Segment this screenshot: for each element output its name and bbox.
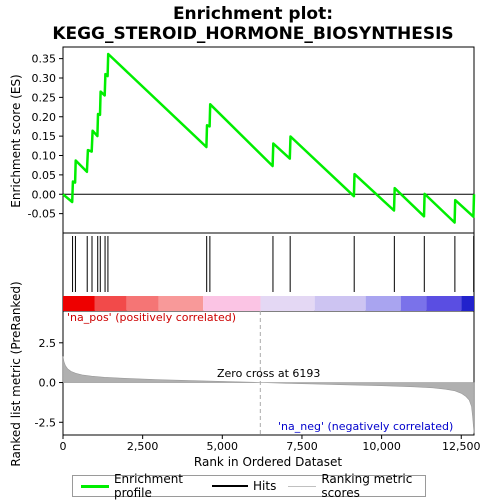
chart-title-line-1: Enrichment plot: <box>173 4 333 24</box>
x-axis-label: Rank in Ordered Dataset <box>194 455 342 469</box>
rank-heatmap-segment <box>158 296 204 311</box>
es-y-tick-label: 0.30 <box>32 72 57 85</box>
es-y-tick-label: 0.10 <box>32 150 57 163</box>
rank-heatmap-segment <box>94 296 127 311</box>
hits-layer <box>63 236 475 311</box>
x-tick-label: 7,500 <box>286 440 318 453</box>
es-y-tick-label: 0.20 <box>32 111 57 124</box>
legend-item-hits: Hits <box>212 479 276 493</box>
rank-heatmap-segment <box>63 296 95 311</box>
metric-axis-label: Ranked list metric (PreRanked) <box>9 281 23 466</box>
legend-item-ranking: Ranking metric scores <box>288 472 425 500</box>
legend-swatch-hits <box>212 485 248 487</box>
x-tick-label: 12,500 <box>442 440 481 453</box>
metric-y-tick-label: -2.5 <box>35 416 56 429</box>
es-y-tick-label: 0.00 <box>32 188 57 201</box>
es-y-tick-label: 0.05 <box>32 169 57 182</box>
es-layer: -0.05 0.00 0.05 0.10 0.15 0.20 0.25 0.30 0.35 <box>28 52 476 224</box>
rank-heatmap-segment <box>126 296 159 311</box>
legend-item-enrichment: Enrichment profile <box>81 472 200 500</box>
rank-heatmap-segment <box>365 296 401 311</box>
metric-layer: -2.5 0.0 2.5 0 2,500 5,000 7,500 10,000 12,500 <box>35 311 481 453</box>
legend-swatch-ranking <box>288 485 317 487</box>
legend-label-enrichment: Enrichment profile <box>113 472 184 500</box>
chart-title-line-2: KEGG_STEROID_HORMONE_BIOSYNTHESIS <box>52 24 453 44</box>
x-tick-label: 2,500 <box>127 440 159 453</box>
legend-label-hits: Hits <box>253 479 277 493</box>
es-y-tick-label: 0.25 <box>32 91 57 104</box>
rank-heatmap-segment <box>314 296 366 311</box>
rank-heatmap-segment <box>461 296 474 311</box>
rank-heatmap-segment <box>260 296 315 311</box>
es-y-tick-label: 0.15 <box>32 130 57 143</box>
legend-swatch-enrichment <box>81 484 109 488</box>
es-axis-label: Enrichment score (ES) <box>9 74 23 207</box>
x-tick-label: 10,000 <box>362 440 401 453</box>
es-y-tick-label: -0.05 <box>28 208 56 221</box>
legend-label-ranking: Ranking metric scores <box>321 472 413 500</box>
rank-heatmap-segment <box>203 296 261 311</box>
enrichment-profile-line <box>62 52 476 224</box>
zero-cross-label: Zero cross at 6193 <box>217 367 320 380</box>
es-y-tick-label: 0.35 <box>32 53 57 66</box>
neg-correlated-label: 'na_neg' (negatively correlated) <box>278 420 453 433</box>
legend: Enrichment profile Hits Ranking metric s… <box>72 472 426 500</box>
x-tick-label: 0 <box>60 440 67 453</box>
metric-y-tick-label: 0.0 <box>39 377 57 390</box>
rank-heatmap-segment <box>426 296 462 311</box>
ranking-metric-area <box>62 356 475 434</box>
metric-y-tick-label: 2.5 <box>39 337 57 350</box>
pos-correlated-label: 'na_pos' (positively correlated) <box>67 311 236 324</box>
x-tick-label: 5,000 <box>207 440 239 453</box>
rank-heatmap-segment <box>400 296 427 311</box>
